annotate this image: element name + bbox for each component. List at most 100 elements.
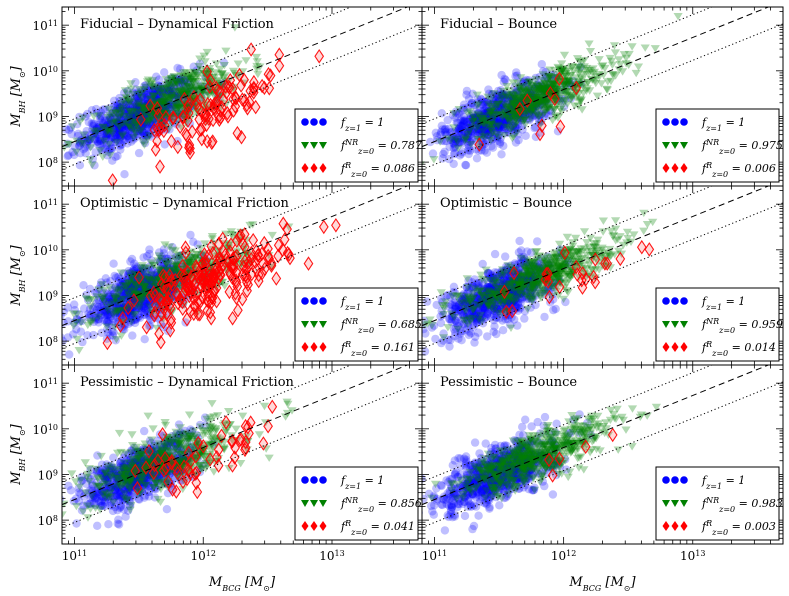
panels-layer: [62, 7, 783, 535]
data-point: [112, 118, 121, 127]
data-point: [101, 274, 111, 283]
data-point: [103, 129, 112, 138]
data-point: [146, 259, 156, 267]
data-point: [125, 106, 134, 115]
data-point: [146, 315, 156, 324]
data-point: [422, 347, 430, 356]
data-point: [533, 237, 542, 246]
data-point: [484, 110, 493, 119]
data-point: [99, 138, 109, 147]
data-point: [500, 105, 509, 114]
data-point: [136, 264, 146, 272]
data-point: [467, 126, 477, 136]
data-point: [141, 320, 152, 335]
data-point: [519, 113, 528, 122]
data-point: [548, 117, 558, 125]
data-point: [128, 111, 137, 121]
data-point: [485, 109, 495, 117]
data-point: [518, 110, 528, 119]
data-point: [114, 289, 124, 297]
data-point: [445, 154, 454, 164]
data-point: [158, 296, 169, 312]
data-point: [135, 125, 145, 134]
data-point: [483, 101, 494, 109]
data-point: [154, 75, 164, 84]
data-point: [501, 252, 510, 261]
data-point: [477, 114, 487, 123]
data-point: [105, 298, 114, 307]
data-point: [165, 97, 175, 105]
data-point: [522, 93, 532, 102]
data-point: [473, 95, 482, 104]
data-point: [450, 295, 459, 304]
data-point: [136, 122, 146, 132]
data-point: [81, 295, 91, 303]
data-point: [104, 125, 115, 133]
data-point: [486, 125, 496, 134]
data-point: [106, 137, 116, 147]
data-point: [75, 141, 84, 150]
data-point: [130, 100, 139, 109]
data-point: [472, 120, 482, 130]
data-point: [188, 272, 199, 288]
data-point: [594, 70, 604, 79]
data-point: [499, 89, 508, 99]
data-point: [186, 253, 196, 262]
data-point: [546, 85, 556, 93]
data-point: [127, 280, 136, 290]
data-point: [550, 96, 560, 104]
data-point: [484, 120, 495, 129]
data-point: [190, 86, 200, 94]
data-point: [477, 119, 486, 128]
data-point: [127, 281, 137, 289]
data-point: [504, 103, 514, 111]
data-point: [524, 294, 533, 303]
data-point: [123, 87, 132, 96]
data-point: [185, 261, 196, 269]
data-point: [80, 304, 89, 313]
data-point: [145, 245, 154, 254]
data-point: [79, 145, 88, 154]
data-point: [126, 109, 135, 119]
data-point: [456, 121, 465, 131]
data-point: [145, 118, 154, 127]
data-point: [113, 119, 122, 128]
data-point: [529, 90, 538, 100]
data-point: [134, 104, 143, 114]
data-point: [150, 85, 159, 95]
data-point: [132, 91, 142, 101]
data-point: [143, 88, 152, 97]
data-point: [136, 304, 146, 313]
data-point: [118, 295, 128, 304]
data-point: [130, 282, 140, 291]
data-point: [148, 274, 157, 283]
data-point: [530, 83, 540, 93]
data-point: [114, 304, 124, 314]
data-point: [143, 278, 152, 287]
data-point: [128, 123, 137, 132]
data-point: [147, 80, 157, 89]
data-point: [108, 132, 117, 142]
data-point: [146, 100, 156, 109]
data-point: [480, 314, 489, 323]
data-point: [102, 303, 112, 312]
data-point: [527, 104, 537, 114]
data-point: [559, 70, 570, 78]
data-point: [468, 117, 478, 127]
data-point: [84, 309, 93, 319]
data-point: [183, 87, 193, 96]
data-point: [140, 277, 149, 287]
data-point: [112, 299, 122, 307]
data-point: [110, 108, 120, 117]
data-point: [129, 98, 138, 108]
data-point: [484, 137, 494, 146]
data-point: [146, 121, 155, 130]
data-point: [146, 113, 156, 121]
data-point: [102, 317, 112, 326]
data-point: [549, 106, 559, 114]
data-point: [68, 147, 77, 157]
data-point: [132, 295, 141, 304]
data-point: [86, 319, 96, 328]
data-point: [129, 97, 139, 106]
data-point: [135, 127, 145, 135]
